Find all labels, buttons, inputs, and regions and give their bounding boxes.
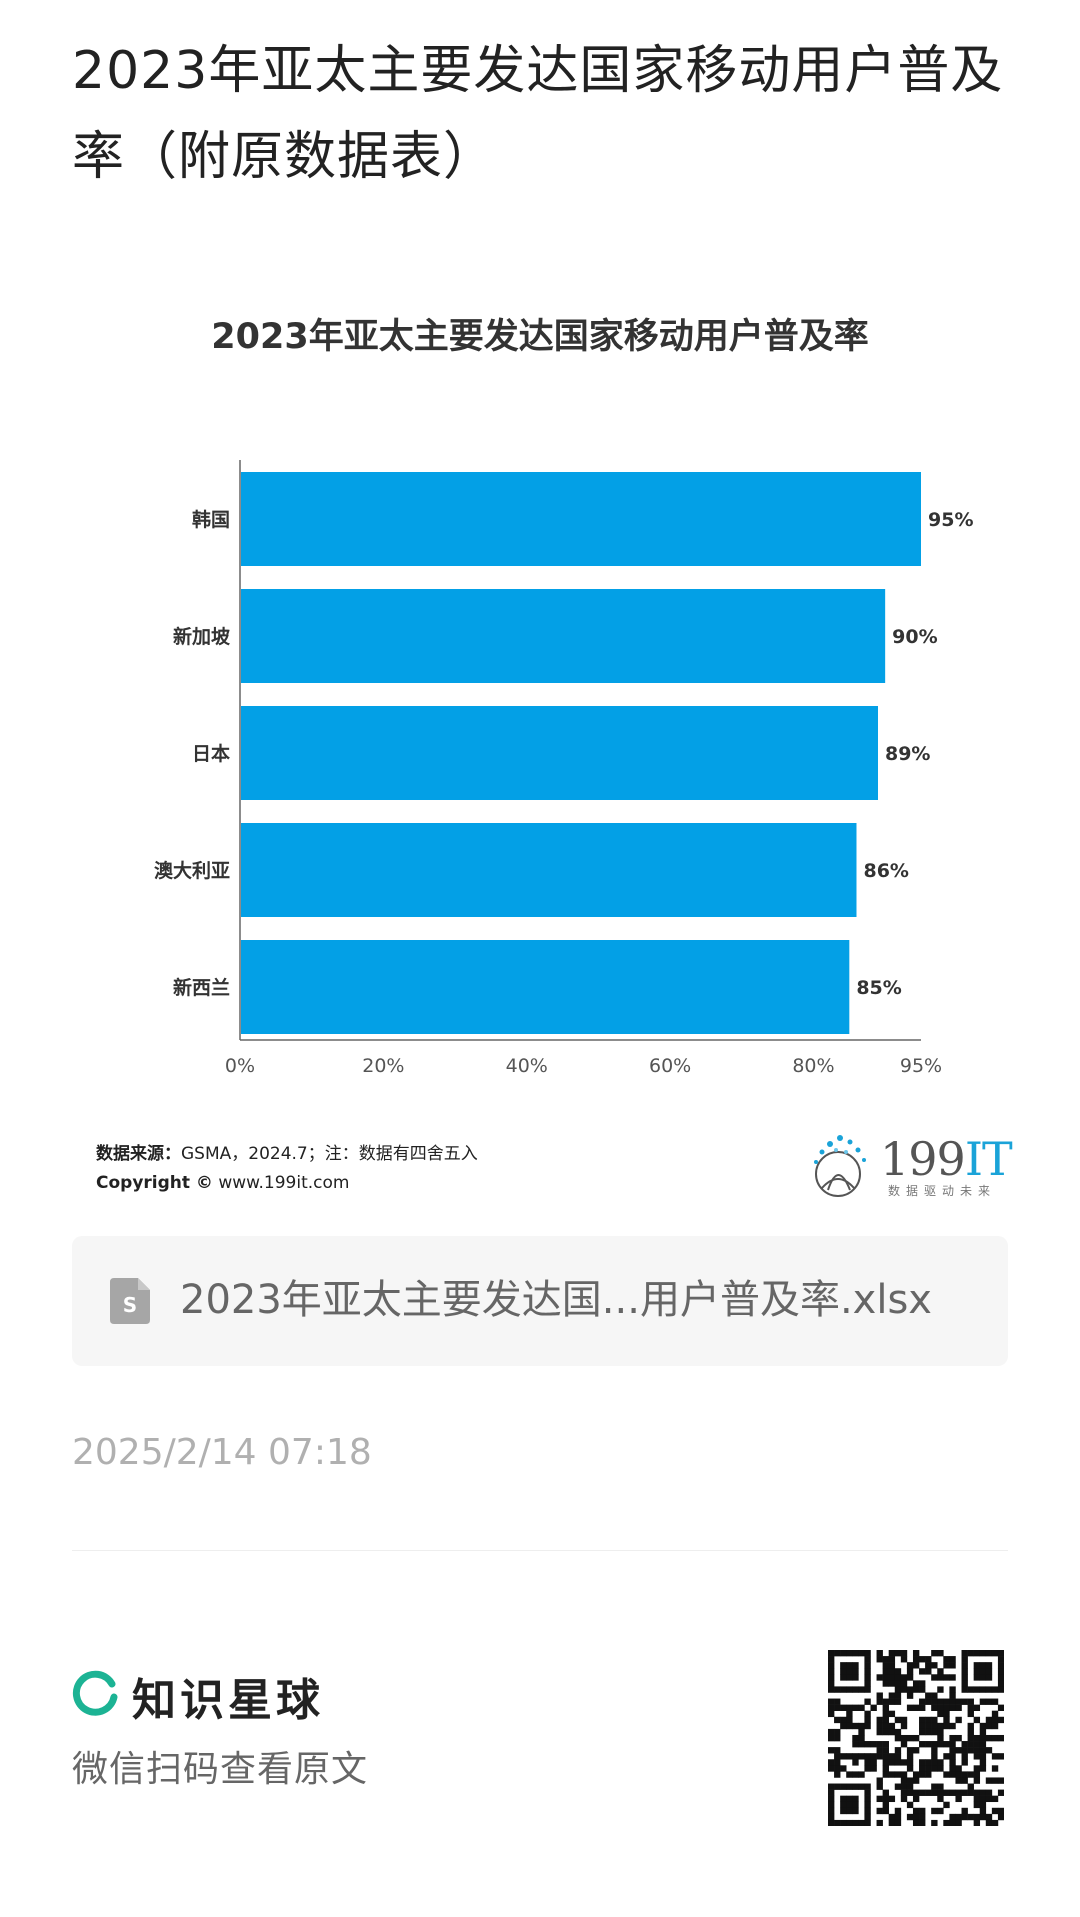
logo-tagline: 数据驱动未来 xyxy=(888,1184,997,1198)
page-title: 2023年亚太主要发达国家移动用户普及率（附原数据表） xyxy=(72,41,1004,187)
attachment-filename[interactable]: 2023年亚太主要发达国...用户普及率.xlsx xyxy=(180,1277,932,1323)
category-label: 日本 xyxy=(192,742,230,765)
logo-number: 199 xyxy=(880,1132,966,1186)
value-label: 86% xyxy=(863,860,908,882)
svg-text:S: S xyxy=(123,1293,137,1317)
x-tick-label: 95% xyxy=(900,1055,942,1077)
bar-1 xyxy=(241,589,886,683)
value-label: 95% xyxy=(928,509,973,531)
attachment-card[interactable]: S 2023年亚太主要发达国...用户普及率.xlsx xyxy=(72,1236,1008,1366)
qr-code-icon[interactable] xyxy=(828,1650,1004,1826)
category-label: 新加坡 xyxy=(173,625,231,648)
bars-layer: 韩国 95% 新加坡 90% 日本 89% 澳大利亚 86% 新西兰 85% xyxy=(154,472,973,1034)
x-tick-label: 80% xyxy=(792,1055,834,1077)
scan-hint: 微信扫码查看原文 xyxy=(72,1749,369,1790)
source-text: GSMA，2024.7；注：数据有四舍五入 xyxy=(181,1144,478,1164)
x-tick-label: 20% xyxy=(362,1055,404,1077)
source-label: 数据来源： xyxy=(96,1144,181,1164)
zsxq-brand-name: 知识星球 xyxy=(132,1675,324,1726)
ticks-layer: 0% 20% 40% 60% 80% 95% xyxy=(225,1055,942,1077)
logo-199it: 199IT 数据驱动未来 xyxy=(808,1130,1013,1202)
category-label: 新西兰 xyxy=(173,976,230,999)
divider xyxy=(72,1550,1008,1551)
x-tick-label: 0% xyxy=(225,1055,255,1077)
copyright-site: www.199it.com xyxy=(218,1173,350,1193)
category-label: 韩国 xyxy=(192,508,230,531)
bar-2 xyxy=(241,706,878,800)
chart-title: 2023年亚太主要发达国家移动用户普及率 xyxy=(211,317,868,357)
zsxq-logo-icon xyxy=(72,1670,118,1716)
chart-card: 2023年亚太主要发达国家移动用户普及率 韩国 95% 新加坡 90% 日本 89% 澳大利… xyxy=(72,290,1008,1220)
x-tick-label: 60% xyxy=(649,1055,691,1077)
logo-suffix: IT xyxy=(964,1132,1013,1186)
bar-4 xyxy=(241,940,850,1034)
copyright-label: Copyright © xyxy=(96,1173,213,1193)
logo-text: 199IT xyxy=(880,1132,1013,1186)
category-label: 澳大利亚 xyxy=(154,859,230,882)
bar-3 xyxy=(241,823,857,917)
post-timestamp: 2025/2/14 07:18 xyxy=(72,1432,372,1473)
source-note: 数据来源：GSMA，2024.7；注：数据有四舍五入 Copyright © w… xyxy=(96,1140,478,1198)
spreadsheet-file-icon: S xyxy=(110,1278,150,1324)
bar-chart: 2023年亚太主要发达国家移动用户普及率 韩国 95% 新加坡 90% 日本 89% 澳大利… xyxy=(154,317,974,1077)
value-label: 90% xyxy=(892,626,937,648)
value-label: 85% xyxy=(856,977,901,999)
value-label: 89% xyxy=(885,743,930,765)
dandelion-icon xyxy=(814,1135,866,1197)
bar-0 xyxy=(241,472,921,566)
x-tick-label: 40% xyxy=(506,1055,548,1077)
